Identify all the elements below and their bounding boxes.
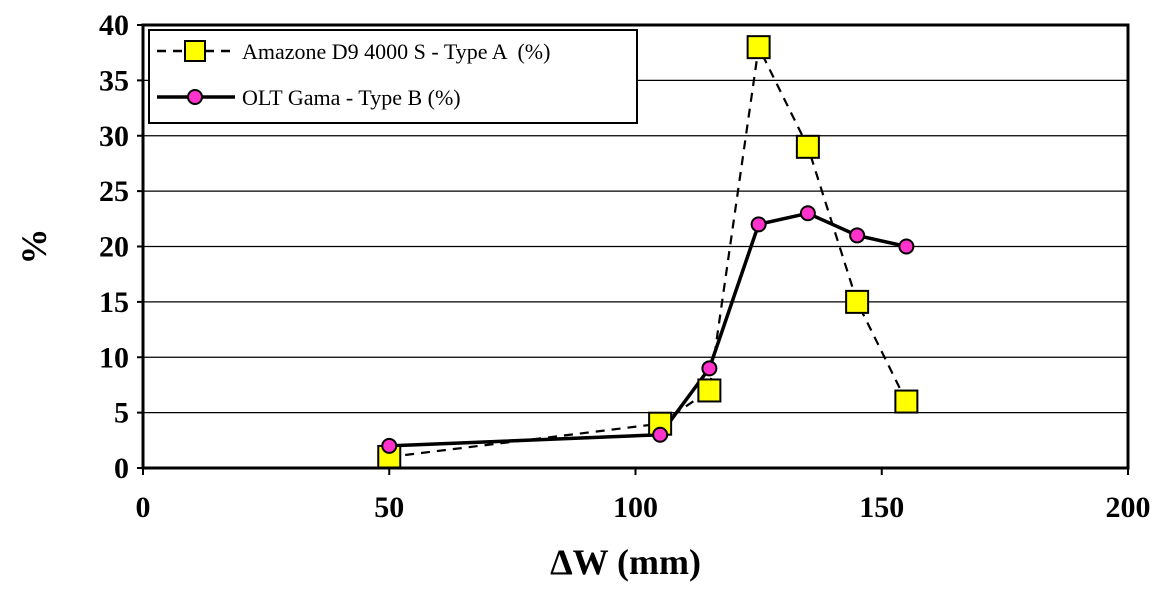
series-1-point (795, 134, 820, 159)
x-tick-label: 150 (859, 491, 904, 524)
y-tick-label: 10 (99, 341, 129, 374)
y-tick-label: 25 (99, 175, 129, 208)
legend-box (148, 29, 638, 124)
series-1-point (746, 35, 771, 60)
series-2-point (701, 360, 718, 377)
legend-label-1: Amazone D9 4000 S - Type A (%) (242, 39, 550, 64)
series-2-point (849, 227, 866, 244)
y-tick-label: 0 (114, 452, 129, 485)
axis-ticks: 0 5 10 15 20 25 30 35 40 0 50 100 150 200 (99, 9, 1151, 524)
y-tick-label: 20 (99, 231, 129, 264)
y-tick-label: 5 (114, 397, 129, 430)
series-2-point (750, 216, 767, 233)
x-tick-label: 0 (136, 491, 151, 524)
series-2-line (389, 211, 907, 448)
legend-marker-2 (187, 89, 203, 105)
y-axis-title: % (14, 229, 54, 265)
x-tick-label: 50 (374, 491, 404, 524)
y-tick-label: 35 (99, 64, 129, 97)
series-2-point (381, 437, 398, 454)
series-2-point (799, 205, 816, 222)
series-1-point (894, 389, 919, 414)
series-layer (377, 35, 919, 469)
x-axis-title: ΔW (mm) (550, 542, 701, 582)
y-tick-label: 40 (99, 9, 129, 42)
legend-marker-1 (184, 40, 206, 62)
x-tick-label: 100 (613, 491, 658, 524)
y-tick-label: 30 (99, 120, 129, 153)
series-1-point (845, 289, 870, 314)
legend-label-2: OLT Gama - Type B (%) (242, 85, 461, 110)
series-1-point (697, 378, 722, 403)
y-tick-label: 15 (99, 286, 129, 319)
series-2-point (652, 426, 669, 443)
legend: Amazone D9 4000 S - Type A (%) OLT Gama -… (148, 29, 638, 124)
series-2-point (898, 238, 915, 255)
x-tick-label: 200 (1106, 491, 1151, 524)
